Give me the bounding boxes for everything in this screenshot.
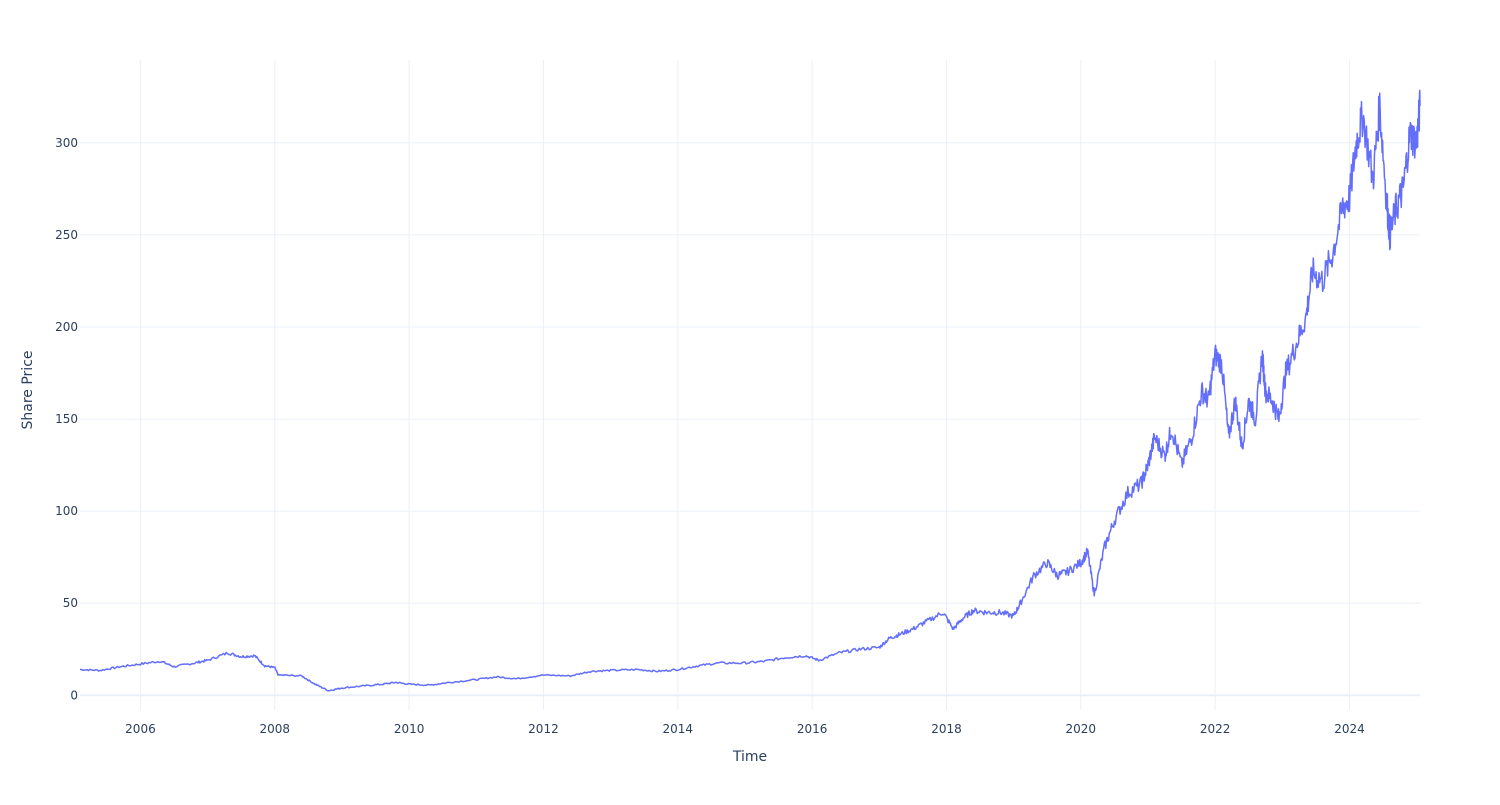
y-tick-label: 100 [55,504,78,518]
x-tick-label: 2016 [797,722,828,736]
x-axis-title: Time [732,749,767,765]
x-tick-label: 2006 [125,722,156,736]
series-layer [79,89,1421,692]
x-tick-label: 2020 [1066,722,1097,736]
y-tick-label: 0 [70,688,78,702]
y-tick-label: 300 [55,136,78,150]
y-tick-label: 150 [55,412,78,426]
x-tick-label: 2014 [663,722,694,736]
x-tick-label: 2008 [260,722,291,736]
y-tick-label: 200 [55,320,78,334]
x-tick-label: 2022 [1200,722,1231,736]
tick-labels: 2006 2008 2010 2012 2014 2016 2018 2020 2022 2024… [55,136,1365,736]
x-tick-label: 2012 [528,722,559,736]
y-tick-label: 50 [63,596,78,610]
grid-lines [80,60,1420,710]
x-tick-label: 2010 [394,722,425,736]
y-tick-label: 250 [55,228,78,242]
x-tick-label: 2018 [931,722,962,736]
share-price-series-line [79,89,1421,692]
y-axis-title: Share Price [20,350,36,429]
x-tick-label: 2024 [1334,722,1365,736]
